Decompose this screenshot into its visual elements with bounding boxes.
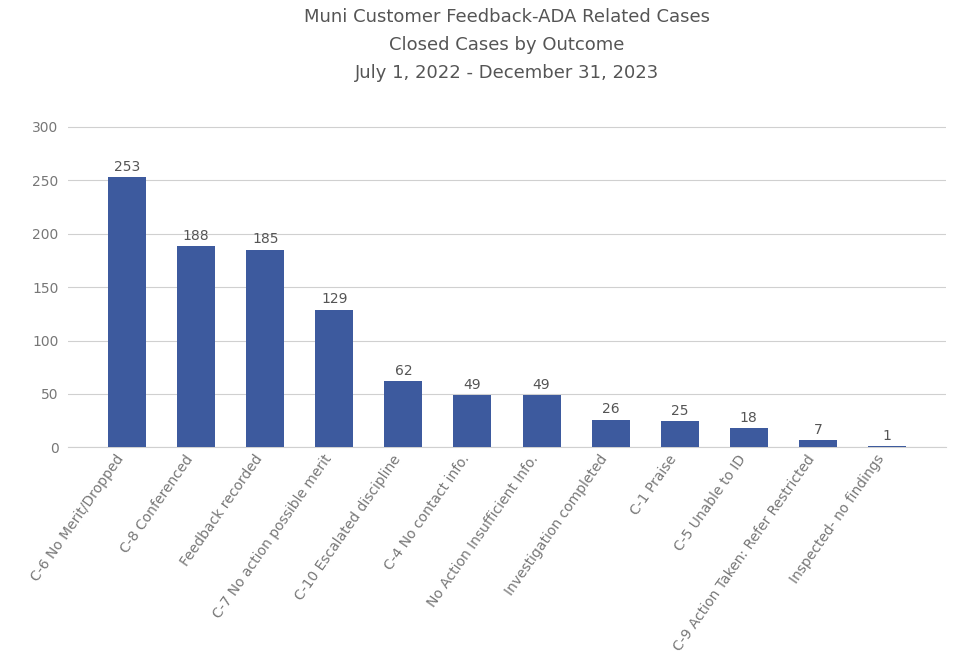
Text: 49: 49 <box>464 378 482 392</box>
Bar <box>592 420 630 447</box>
Bar <box>315 309 353 447</box>
Bar <box>453 395 491 447</box>
Bar <box>177 246 215 447</box>
Text: 7: 7 <box>813 422 822 437</box>
Bar <box>799 440 837 447</box>
Bar <box>729 428 767 447</box>
Text: 185: 185 <box>252 232 279 246</box>
Text: 129: 129 <box>321 292 347 306</box>
Bar <box>523 395 561 447</box>
Bar <box>661 420 699 447</box>
Text: 253: 253 <box>114 160 140 174</box>
Text: 25: 25 <box>671 403 688 418</box>
Bar <box>384 381 422 447</box>
Bar <box>108 177 146 447</box>
Text: 1: 1 <box>882 429 891 443</box>
Text: 26: 26 <box>602 403 619 417</box>
Text: 62: 62 <box>395 364 412 378</box>
Title: Muni Customer Feedback-ADA Related Cases
Closed Cases by Outcome
July 1, 2022 - : Muni Customer Feedback-ADA Related Cases… <box>304 8 710 82</box>
Bar <box>247 249 285 447</box>
Bar <box>868 446 906 447</box>
Text: 188: 188 <box>183 229 210 243</box>
Text: 49: 49 <box>532 378 550 392</box>
Text: 18: 18 <box>740 411 758 425</box>
